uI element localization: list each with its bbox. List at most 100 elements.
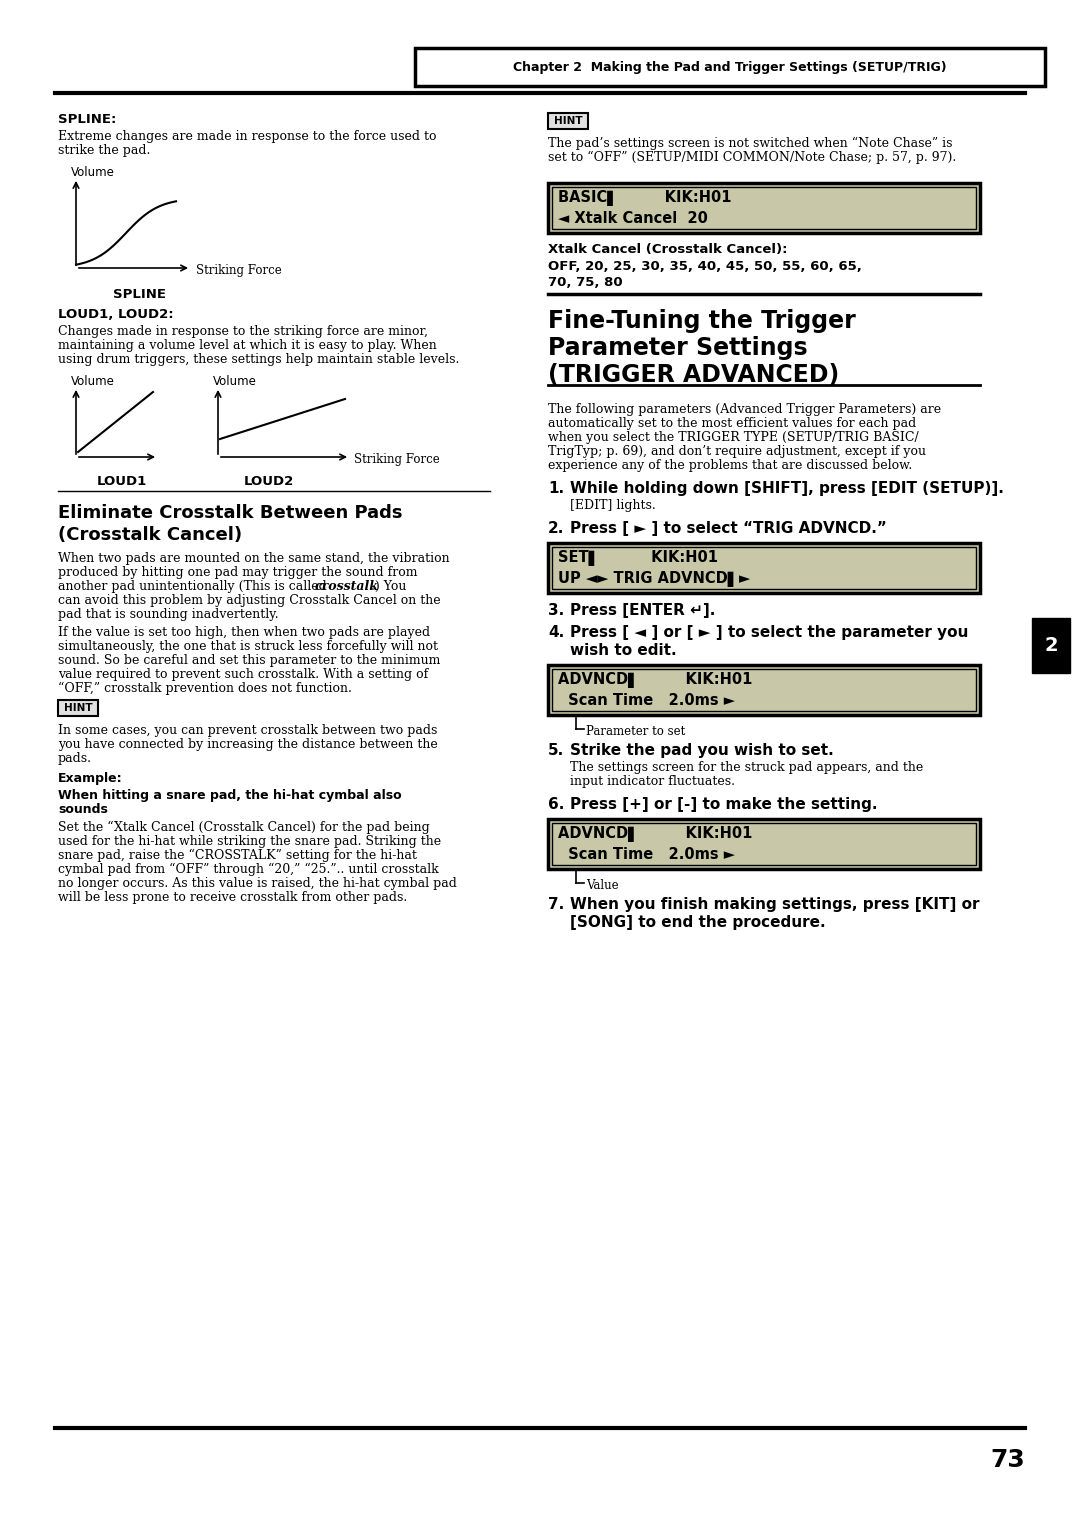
Text: 6.: 6.	[548, 798, 565, 811]
Text: Extreme changes are made in response to the force used to: Extreme changes are made in response to …	[58, 130, 436, 144]
Text: pad that is sounding inadvertently.: pad that is sounding inadvertently.	[58, 608, 279, 620]
Text: 3.: 3.	[548, 604, 564, 617]
Text: HINT: HINT	[554, 116, 582, 125]
Text: LOUD1: LOUD1	[97, 475, 147, 487]
Text: you have connected by increasing the distance between the: you have connected by increasing the dis…	[58, 738, 437, 750]
Text: Parameter Settings: Parameter Settings	[548, 336, 808, 361]
Text: Parameter to set: Parameter to set	[586, 724, 685, 738]
Text: wish to edit.: wish to edit.	[570, 643, 677, 659]
Text: The pad’s settings screen is not switched when “Note Chase” is: The pad’s settings screen is not switche…	[548, 138, 953, 150]
Text: Press [ENTER ↵].: Press [ENTER ↵].	[570, 604, 715, 617]
FancyBboxPatch shape	[552, 186, 976, 229]
Text: SPLINE:: SPLINE:	[58, 113, 117, 125]
Text: produced by hitting one pad may trigger the sound from: produced by hitting one pad may trigger …	[58, 565, 418, 579]
Text: Example:: Example:	[58, 772, 123, 785]
FancyBboxPatch shape	[552, 824, 976, 865]
Text: 70, 75, 80: 70, 75, 80	[548, 277, 623, 289]
Text: Volume: Volume	[213, 374, 257, 388]
Text: .) You: .) You	[372, 581, 406, 593]
FancyBboxPatch shape	[548, 665, 980, 715]
Text: Strike the pad you wish to set.: Strike the pad you wish to set.	[570, 743, 834, 758]
Text: pads.: pads.	[58, 752, 92, 766]
FancyBboxPatch shape	[552, 547, 976, 588]
Text: Changes made in response to the striking force are minor,: Changes made in response to the striking…	[58, 325, 428, 338]
FancyBboxPatch shape	[1032, 617, 1070, 672]
Text: When hitting a snare pad, the hi-hat cymbal also: When hitting a snare pad, the hi-hat cym…	[58, 788, 402, 802]
Text: [SONG] to end the procedure.: [SONG] to end the procedure.	[570, 915, 825, 931]
FancyBboxPatch shape	[58, 700, 98, 717]
Text: (Crosstalk Cancel): (Crosstalk Cancel)	[58, 526, 242, 544]
Text: “OFF,” crosstalk prevention does not function.: “OFF,” crosstalk prevention does not fun…	[58, 681, 352, 695]
Text: sounds: sounds	[58, 804, 108, 816]
FancyBboxPatch shape	[548, 542, 980, 593]
Text: The settings screen for the struck pad appears, and the: The settings screen for the struck pad a…	[570, 761, 923, 775]
Text: SET▌          KIK:H01: SET▌ KIK:H01	[558, 550, 718, 565]
Text: will be less prone to receive crosstalk from other pads.: will be less prone to receive crosstalk …	[58, 891, 407, 905]
Text: set to “OFF” (SETUP/MIDI COMMON/Note Chase; p. 57, p. 97).: set to “OFF” (SETUP/MIDI COMMON/Note Cha…	[548, 151, 956, 163]
Text: TrigTyp; p. 69), and don’t require adjustment, except if you: TrigTyp; p. 69), and don’t require adjus…	[548, 445, 926, 458]
Text: Scan Time   2.0ms ►: Scan Time 2.0ms ►	[558, 847, 735, 862]
Text: ADVNCD▌         KIK:H01: ADVNCD▌ KIK:H01	[558, 827, 753, 842]
Text: 7.: 7.	[548, 897, 564, 912]
Text: experience any of the problems that are discussed below.: experience any of the problems that are …	[548, 458, 913, 472]
Text: Press [ ► ] to select “TRIG ADVNCD.”: Press [ ► ] to select “TRIG ADVNCD.”	[570, 521, 887, 536]
Text: Chapter 2  Making the Pad and Trigger Settings (SETUP/TRIG): Chapter 2 Making the Pad and Trigger Set…	[513, 61, 947, 73]
Text: Set the “Xtalk Cancel (Crosstalk Cancel) for the pad being: Set the “Xtalk Cancel (Crosstalk Cancel)…	[58, 821, 430, 834]
Text: Scan Time   2.0ms ►: Scan Time 2.0ms ►	[558, 694, 735, 707]
Text: ADVNCD▌         KIK:H01: ADVNCD▌ KIK:H01	[558, 672, 753, 688]
Text: maintaining a volume level at which it is easy to play. When: maintaining a volume level at which it i…	[58, 339, 436, 351]
Text: snare pad, raise the “CROSSTALK” setting for the hi-hat: snare pad, raise the “CROSSTALK” setting…	[58, 850, 417, 862]
Text: automatically set to the most efficient values for each pad: automatically set to the most efficient …	[548, 417, 916, 429]
Text: 2: 2	[1044, 636, 1057, 656]
Text: When you finish making settings, press [KIT] or: When you finish making settings, press […	[570, 897, 980, 912]
Text: OFF, 20, 25, 30, 35, 40, 45, 50, 55, 60, 65,: OFF, 20, 25, 30, 35, 40, 45, 50, 55, 60,…	[548, 260, 862, 274]
FancyBboxPatch shape	[552, 669, 976, 711]
FancyBboxPatch shape	[548, 819, 980, 869]
Text: While holding down [SHIFT], press [EDIT (SETUP)].: While holding down [SHIFT], press [EDIT …	[570, 481, 1004, 497]
Text: 2.: 2.	[548, 521, 565, 536]
Text: Volume: Volume	[71, 167, 114, 179]
Text: used for the hi-hat while striking the snare pad. Striking the: used for the hi-hat while striking the s…	[58, 834, 441, 848]
Text: can avoid this problem by adjusting Crosstalk Cancel on the: can avoid this problem by adjusting Cros…	[58, 594, 441, 607]
FancyBboxPatch shape	[415, 47, 1045, 86]
Text: If the value is set too high, then when two pads are played: If the value is set too high, then when …	[58, 626, 430, 639]
Text: Volume: Volume	[71, 374, 114, 388]
Text: SPLINE: SPLINE	[113, 287, 166, 301]
Text: when you select the TRIGGER TYPE (SETUP/TRIG BASIC/: when you select the TRIGGER TYPE (SETUP/…	[548, 431, 919, 445]
Text: LOUD2: LOUD2	[244, 475, 294, 487]
Text: When two pads are mounted on the same stand, the vibration: When two pads are mounted on the same st…	[58, 552, 449, 565]
Text: crosstalk: crosstalk	[315, 581, 379, 593]
Text: Press [ ◄ ] or [ ► ] to select the parameter you: Press [ ◄ ] or [ ► ] to select the param…	[570, 625, 969, 640]
Text: LOUD1, LOUD2:: LOUD1, LOUD2:	[58, 309, 174, 321]
Text: 4.: 4.	[548, 625, 564, 640]
Text: [EDIT] lights.: [EDIT] lights.	[570, 500, 656, 512]
Text: Striking Force: Striking Force	[354, 452, 440, 466]
Text: strike the pad.: strike the pad.	[58, 144, 150, 157]
Text: sound. So be careful and set this parameter to the minimum: sound. So be careful and set this parame…	[58, 654, 441, 668]
Text: (TRIGGER ADVANCED): (TRIGGER ADVANCED)	[548, 364, 839, 387]
Text: Fine-Tuning the Trigger: Fine-Tuning the Trigger	[548, 309, 855, 333]
Text: Eliminate Crosstalk Between Pads: Eliminate Crosstalk Between Pads	[58, 504, 403, 523]
Text: cymbal pad from “OFF” through “20,” “25.”.. until crosstalk: cymbal pad from “OFF” through “20,” “25.…	[58, 863, 438, 876]
Text: HINT: HINT	[64, 703, 92, 714]
Text: Xtalk Cancel (Crosstalk Cancel):: Xtalk Cancel (Crosstalk Cancel):	[548, 243, 787, 257]
Text: value required to prevent such crosstalk. With a setting of: value required to prevent such crosstalk…	[58, 668, 429, 681]
FancyBboxPatch shape	[548, 183, 980, 232]
Text: 5.: 5.	[548, 743, 564, 758]
Text: BASIC▌         KIK:H01: BASIC▌ KIK:H01	[558, 189, 731, 206]
Text: Striking Force: Striking Force	[195, 264, 282, 277]
Text: ◄ Xtalk Cancel  20: ◄ Xtalk Cancel 20	[558, 211, 707, 226]
Text: The following parameters (Advanced Trigger Parameters) are: The following parameters (Advanced Trigg…	[548, 403, 941, 416]
Text: using drum triggers, these settings help maintain stable levels.: using drum triggers, these settings help…	[58, 353, 459, 367]
FancyBboxPatch shape	[548, 113, 588, 128]
Text: input indicator fluctuates.: input indicator fluctuates.	[570, 775, 735, 788]
Text: simultaneously, the one that is struck less forcefully will not: simultaneously, the one that is struck l…	[58, 640, 438, 652]
Text: no longer occurs. As this value is raised, the hi-hat cymbal pad: no longer occurs. As this value is raise…	[58, 877, 457, 889]
Text: 73: 73	[990, 1449, 1025, 1471]
Text: Value: Value	[586, 879, 619, 892]
Text: Press [+] or [-] to make the setting.: Press [+] or [-] to make the setting.	[570, 798, 877, 811]
Text: 1.: 1.	[548, 481, 564, 497]
Text: UP ◄► TRIG ADVNCD▌►: UP ◄► TRIG ADVNCD▌►	[558, 571, 751, 587]
Text: another pad unintentionally (This is called: another pad unintentionally (This is cal…	[58, 581, 330, 593]
Text: In some cases, you can prevent crosstalk between two pads: In some cases, you can prevent crosstalk…	[58, 724, 437, 736]
